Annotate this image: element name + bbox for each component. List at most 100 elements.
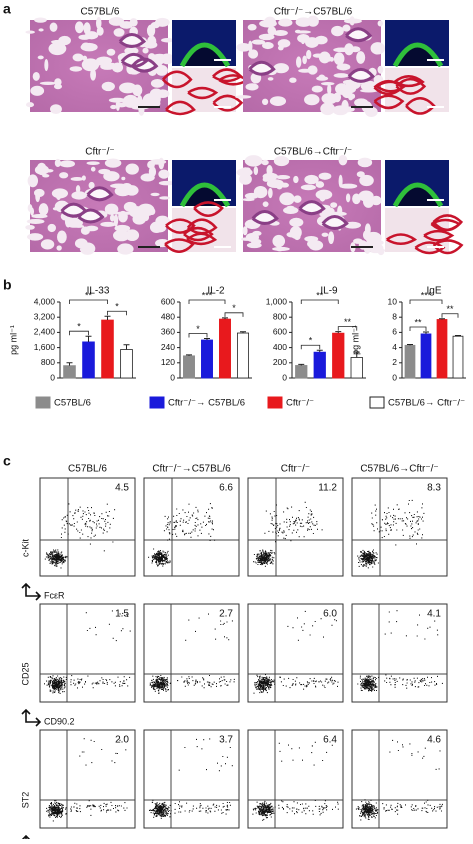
fluorescence-image <box>172 160 236 208</box>
flow-plot: 1.5 <box>39 603 136 703</box>
y-tick-label: 600 <box>273 327 287 337</box>
gate-percentage: 2.7 <box>219 609 233 620</box>
error-bar <box>353 351 360 358</box>
y-tick-label: 0 <box>282 372 287 382</box>
group-title: C57BL/6 <box>68 464 107 475</box>
error-bar <box>316 349 323 353</box>
error-bar <box>222 317 228 320</box>
error-bar <box>335 331 342 334</box>
y-tick-label: 400 <box>273 342 287 352</box>
alveoli <box>25 157 175 255</box>
bar <box>63 365 76 379</box>
stain-image <box>373 68 449 115</box>
y-tick-label: 120 <box>161 357 175 367</box>
error-bar <box>423 331 429 334</box>
bar <box>350 357 363 379</box>
bar <box>183 355 195 379</box>
events <box>148 503 216 567</box>
gate <box>40 478 135 576</box>
flow-plot: 3.7 <box>143 729 240 829</box>
significance-label: * <box>196 324 200 334</box>
collagen <box>161 68 250 116</box>
gate <box>144 478 239 576</box>
bar <box>82 341 95 379</box>
gate <box>40 604 135 702</box>
bar <box>404 344 416 379</box>
significance-label: ** <box>344 317 352 327</box>
group-title: Cftr⁻/⁻→C57BL/6 <box>152 464 231 475</box>
y-tick-label: 200 <box>273 357 287 367</box>
gate-percentage: 4.5 <box>115 483 129 494</box>
significance-label: * <box>77 322 81 332</box>
bar <box>452 335 464 379</box>
legend-label: Cftr⁻/⁻ <box>286 398 314 409</box>
histology-image <box>25 16 174 116</box>
gate <box>352 730 447 828</box>
significance-label: *** <box>421 290 432 300</box>
group-title: Cftr⁻/⁻ <box>85 147 114 158</box>
legend-swatch <box>149 396 165 409</box>
group-title: Cftr⁻/⁻ <box>281 464 310 475</box>
y-tick-label: 800 <box>273 311 287 321</box>
events <box>44 610 131 694</box>
gate-percentage: 6.6 <box>219 483 233 494</box>
group-title: C57BL/6→Cftr⁻/⁻ <box>360 464 438 475</box>
flow-plot: 11.2 <box>247 477 344 577</box>
gate <box>144 604 239 702</box>
error-bar <box>298 363 305 366</box>
significance-bracket <box>188 299 226 304</box>
significance-label: ** <box>85 290 93 300</box>
error-bar <box>407 344 413 346</box>
events <box>355 739 443 821</box>
bar <box>436 319 448 379</box>
gate <box>352 604 447 702</box>
bar <box>313 351 326 379</box>
y-tick-label: 4 <box>392 342 397 352</box>
bar <box>332 332 345 379</box>
collagen <box>373 75 436 115</box>
y-tick-label: 10 <box>388 296 398 306</box>
significance-label: *** <box>202 290 213 300</box>
gate-percentage: 8.3 <box>427 483 441 494</box>
significance-bracket <box>69 299 108 304</box>
histology-image <box>25 157 175 255</box>
significance-label: ** <box>316 290 324 300</box>
axis-arrow <box>21 582 42 601</box>
y-tick-label: 1,600 <box>34 342 56 352</box>
events <box>357 610 443 692</box>
chart-title: IL-2 <box>207 286 225 297</box>
gate-percentage: 1.5 <box>115 609 129 620</box>
y-axis-label: pg ml⁻¹ <box>350 325 360 355</box>
group-title: C57BL/6→Cftr⁻/⁻ <box>274 147 352 158</box>
gate <box>248 478 343 576</box>
significance-bracket <box>224 312 244 317</box>
panel-label: c <box>3 453 11 469</box>
error-bar <box>186 354 192 356</box>
significance-bracket <box>300 344 321 350</box>
y-tick-label: 360 <box>161 327 175 337</box>
y-tick-label: 6 <box>392 327 397 337</box>
bar <box>120 349 133 379</box>
airway <box>248 27 375 83</box>
flow-plot: 6.0 <box>247 603 344 703</box>
bar <box>295 365 308 379</box>
collagen <box>164 201 224 253</box>
legend-label: C57BL/6 <box>54 398 91 409</box>
gate-percentage: 6.0 <box>323 609 337 620</box>
panel-label: b <box>3 277 12 293</box>
events <box>149 738 233 819</box>
x-axis-label: FcεR <box>44 590 65 600</box>
chart-title: IgE <box>426 286 441 297</box>
x-axis-label: CD90.2 <box>44 716 75 726</box>
panel-label: a <box>3 1 11 17</box>
events <box>357 499 425 569</box>
plot-frame <box>351 477 448 577</box>
error-bar <box>455 334 461 337</box>
gate <box>352 478 447 576</box>
error-bar <box>204 337 210 340</box>
gate-percentage: 2.0 <box>115 735 129 746</box>
group-title: Cftr⁻/⁻→C57BL/6 <box>274 7 353 18</box>
alveoli <box>236 154 386 256</box>
y-tick-label: 3,200 <box>34 311 56 321</box>
